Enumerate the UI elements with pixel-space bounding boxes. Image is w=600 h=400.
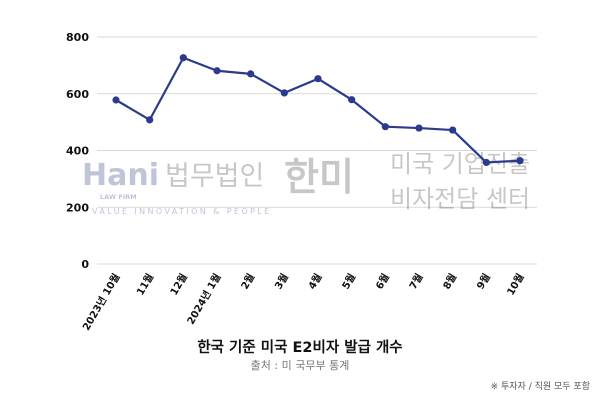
x-tick-label: 5월	[340, 272, 358, 292]
x-tick-label: 7월	[407, 272, 425, 292]
x-tick-label: 2024년 1월	[184, 271, 224, 327]
data-point	[348, 96, 356, 104]
watermark-logo: Hani	[82, 158, 159, 193]
data-point	[247, 70, 255, 78]
watermark-line2: 비자전담 센터	[390, 185, 530, 213]
x-tick-label: 3월	[272, 272, 290, 292]
watermark-firm-name-bold: 한미	[284, 155, 354, 199]
y-tick-label: 0	[81, 258, 89, 271]
x-tick-label: 12월	[168, 272, 190, 298]
watermark: Hani LAW FIRM 법무법인 한미 미국 기업진출 비자전담 센터 VA…	[82, 150, 530, 216]
x-tick-label: 4월	[306, 272, 324, 292]
x-tick-label: 11월	[134, 272, 156, 298]
x-tick-label: 6월	[373, 272, 391, 292]
data-point	[146, 116, 154, 124]
series-group	[112, 54, 524, 167]
x-tick-label: 10월	[505, 272, 527, 298]
y-axis-ticks: 0 200 400 600 800	[66, 31, 89, 271]
y-tick-label: 400	[66, 145, 89, 158]
x-tick-label: 2023년 10월	[80, 271, 123, 333]
data-point	[112, 96, 120, 104]
data-point	[516, 157, 524, 165]
y-tick-label: 800	[66, 31, 89, 44]
chart-footnote: ※ 투자자 / 직원 모두 포함	[491, 381, 590, 392]
x-tick-label: 2월	[239, 272, 257, 292]
data-point	[280, 89, 288, 97]
data-point	[179, 54, 187, 62]
watermark-line1: 미국 기업진출	[390, 150, 530, 178]
data-point	[381, 123, 389, 131]
data-point	[213, 67, 221, 75]
data-point	[415, 124, 423, 132]
watermark-logo-sub: LAW FIRM	[100, 193, 137, 201]
data-point	[314, 75, 322, 83]
x-tick-label: 8월	[441, 272, 459, 292]
watermark-firm-name: 법무법인	[165, 161, 264, 192]
watermark-tagline: VALUE INNOVATION & PEOPLE	[92, 207, 272, 216]
y-tick-label: 600	[66, 88, 89, 101]
data-point	[482, 158, 490, 167]
chart-title: 한국 기준 미국 E2비자 발급 개수	[197, 339, 402, 356]
chart-subtitle: 출처 : 미 국무부 통계	[251, 359, 350, 372]
data-point	[449, 126, 457, 134]
grid-lines	[97, 36, 537, 265]
y-tick-label: 200	[66, 201, 89, 214]
x-tick-label: 9월	[474, 272, 492, 292]
series-line	[115, 56, 521, 164]
